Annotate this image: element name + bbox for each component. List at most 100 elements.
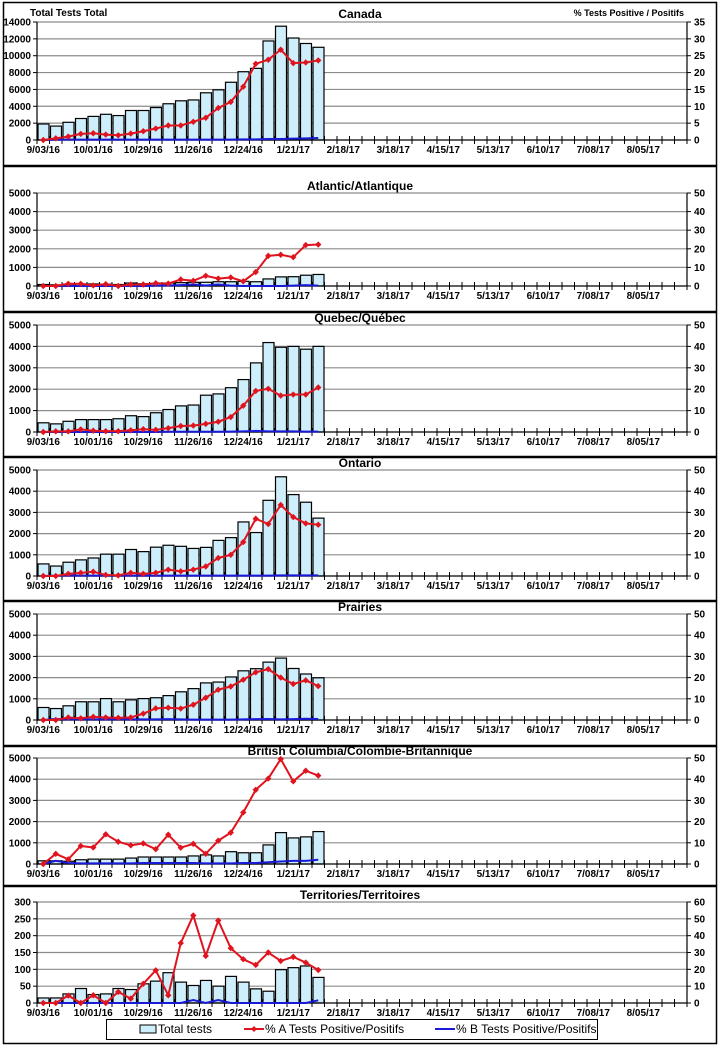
marker-flu-a [252,786,259,793]
bar-total-tests [312,273,325,287]
x-tick-label: 4/15/17 [427,1008,461,1019]
x-tick-label: 2/18/17 [327,145,361,156]
chart-title: Canada [338,7,382,21]
y-tick-label: 5000 [9,754,32,765]
x-tick-label: 2/18/17 [327,725,361,736]
x-tick-label: 7/08/17 [577,1008,611,1019]
marker-flu-a [40,860,47,868]
bar-total-tests [137,109,150,141]
x-tick-label: 10/29/16 [124,291,163,302]
marker-flu-a [215,837,222,844]
marker-flu-a [152,967,159,974]
marker-flu-a [90,427,97,434]
x-tick-label: 4/15/17 [427,581,461,592]
x-tick-label: 3/18/17 [377,437,411,448]
x-tick-label: 10/01/16 [74,725,113,736]
y2-tick-label: 40 [694,631,706,642]
y-tick-label: 4000 [9,207,32,218]
marker-flu-a [115,838,122,845]
y2-tick-label: 30 [694,226,706,237]
marker-flu-a [52,850,59,858]
line-flu-b [43,429,319,433]
marker-flu-a [240,278,247,285]
bar-total-tests [299,348,313,433]
chart-panel-6: 0 50 100 150 200 250 300 0 10 20 30 40 50 60 9/03/16 10… [2,885,718,1045]
marker-flu-a [140,840,147,847]
y2-tick-label: 0 [694,428,700,439]
bar-total-tests [199,682,213,721]
x-tick-label: 12/24/16 [224,581,263,592]
marker-flu-a [152,125,159,132]
marker-flu-a [202,420,209,428]
bar-total-tests [87,115,100,141]
x-tick-label: 11/26/16 [174,145,213,156]
x-tick-label: 10/29/16 [124,725,163,736]
y2-tick-label: 0 [694,860,700,871]
marker-flu-a [315,772,322,779]
y2-tick-label: 30 [694,34,706,45]
x-tick-label: 8/05/17 [627,1008,661,1019]
y2-tick-label: 40 [694,487,706,498]
y2-tick-label: 10 [694,694,706,705]
x-tick-label: 10/01/16 [74,437,113,448]
marker-flu-a [290,778,297,785]
y2-tick-label: 40 [694,342,706,353]
bar-total-tests [262,278,275,287]
marker-flu-a [215,917,222,924]
line-flu-b [43,136,319,141]
marker-flu-a [227,98,234,106]
marker-flu-a [240,809,247,816]
y2-tick-label: 15 [694,85,706,96]
y-tick-label: 1000 [9,694,32,705]
x-tick-label: 7/08/17 [577,725,611,736]
x-tick-label: 5/13/17 [477,725,511,736]
y-tick-label: 4000 [9,631,32,642]
y2-tick-label: 30 [694,652,706,663]
x-tick-label: 3/18/17 [377,1008,411,1019]
marker-flu-a [190,277,197,284]
x-tick-label: 8/05/17 [627,869,661,880]
x-tick-label: 2/18/17 [327,291,361,302]
y2-tick-label: 20 [694,68,706,79]
chart-title: Atlantic/Atlantique [307,179,413,193]
marker-flu-a [240,402,247,409]
y2-tick-label: 20 [694,673,706,684]
x-tick-label: 12/24/16 [224,291,263,302]
bar-total-tests [237,981,250,1004]
marker-flu-a [277,755,284,763]
x-tick-label: 10/01/16 [74,291,113,302]
y-tick-label: 100 [14,965,31,976]
x-tick-label: 12/24/16 [224,437,263,448]
marker-flu-a [77,842,84,850]
x-tick-label: 2/18/17 [327,581,361,592]
marker-flu-a [127,427,134,434]
marker-flu-a [102,571,109,579]
marker-flu-a [127,569,134,577]
y-tick-label: 2000 [9,817,32,828]
marker-flu-a [202,694,209,701]
y2-tick-label: 30 [694,508,706,519]
marker-flu-a [277,46,284,53]
marker-flu-a [265,520,272,528]
y-tick-label: 0 [25,136,31,147]
line-flu-b [43,717,319,721]
marker-flu-a [252,60,259,68]
y2-tick-label: 50 [694,466,706,477]
x-tick-label: 4/15/17 [427,725,461,736]
marker-flu-a [190,701,197,708]
legend-label-flu-b: % B Tests Positive/Positifs [456,1022,597,1036]
marker-flu-a [40,136,47,144]
marker-flu-a [227,683,234,690]
marker-flu-a [152,426,159,434]
panel-frame [2,456,718,602]
x-tick-label: 1/21/17 [277,869,311,880]
marker-flu-a [102,131,109,138]
marker-flu-a [215,104,222,112]
marker-flu-a [290,253,297,261]
x-tick-label: 11/26/16 [174,437,213,448]
marker-flu-a [127,281,134,288]
marker-flu-a [302,520,309,527]
marker-flu-a [152,845,159,853]
marker-flu-a [277,392,284,399]
marker-flu-a [65,133,72,140]
